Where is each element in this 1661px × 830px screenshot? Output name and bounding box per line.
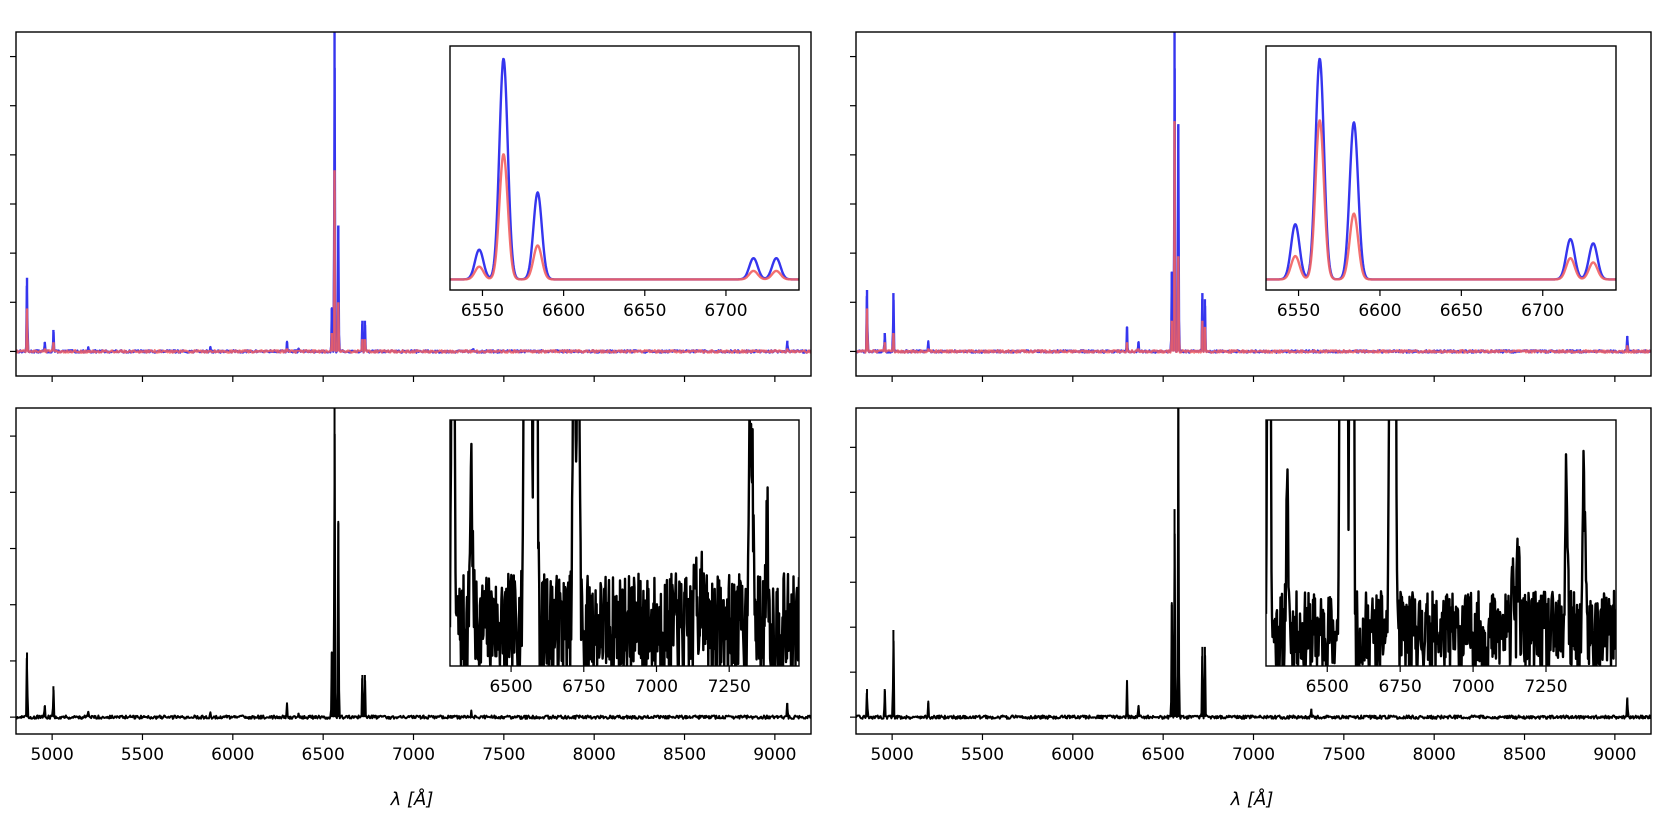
inset-x-tick-label: 6750: [1379, 677, 1422, 697]
inset-x-tick-label: 6650: [623, 301, 666, 321]
x-tick-label: 8000: [573, 745, 616, 765]
inset-x-tick-label: 7000: [635, 677, 678, 697]
inset-x-tick-label: 6700: [1521, 301, 1564, 321]
x-tick-label: 5500: [961, 745, 1004, 765]
x-tick-label: 8500: [1503, 745, 1546, 765]
inset-x-tick-label: 7250: [708, 677, 751, 697]
inset-series-black: [1266, 420, 1616, 666]
x-tick-label: 5000: [31, 745, 74, 765]
x-tick-label: 6000: [1051, 745, 1094, 765]
xlabel-left: λ [Å]: [390, 788, 434, 810]
x-tick-label: 7500: [482, 745, 525, 765]
inset-top-left: 6550 6600 6650 6700: [449, 45, 800, 321]
inset-x-tick-label: 6750: [562, 677, 605, 697]
inset-x-tick-label: 6600: [1358, 301, 1401, 321]
series-red: [856, 147, 1651, 354]
inset-bottom-left: 6500 6750 7000 7250: [449, 419, 800, 697]
x-tick-label: 6000: [211, 745, 254, 765]
panel-top-right: 6550 6600 6650 6700: [850, 31, 1652, 382]
inset-x-tick-label: 7250: [1524, 677, 1567, 697]
inset-x-tick-label: 6500: [489, 677, 532, 697]
x-tick-label: 9000: [753, 745, 796, 765]
inset-x-tick-label: 7000: [1451, 677, 1494, 697]
inset-series-red: [450, 153, 799, 281]
inset-series-black: [450, 420, 799, 666]
inset-x-tick-label: 6500: [1306, 677, 1349, 697]
inset-frame: [449, 419, 800, 667]
inset-x-tick-label: 6550: [461, 301, 504, 321]
inset-frame: [449, 45, 800, 291]
series-black: [856, 408, 1651, 720]
x-tick-label: 8000: [1413, 745, 1456, 765]
x-tick-label: 9000: [1593, 745, 1636, 765]
inset-bottom-right: 6500 6750 7000 7250: [1265, 419, 1617, 697]
panel-bottom-right: 5000 5500 6000 6500 7000 7500 8000 8500 9000 6500…: [850, 407, 1652, 765]
inset-frame: [1265, 419, 1617, 667]
inset-series-red: [1266, 119, 1616, 281]
inset-frame: [1265, 45, 1617, 291]
inset-x-tick-label: 6650: [1440, 301, 1483, 321]
x-tick-label: 5000: [871, 745, 914, 765]
inset-x-tick-label: 6700: [704, 301, 747, 321]
x-tick-label: 7500: [1322, 745, 1365, 765]
x-tick-label: 8500: [663, 745, 706, 765]
x-tick-label: 7000: [1232, 745, 1275, 765]
inset-top-right: 6550 6600 6650 6700: [1265, 45, 1617, 321]
panel-top-left: 6550 6600 6650 6700: [10, 31, 812, 382]
panel-bottom-left: 5000 5500 6000 6500 7000 7500 8000 8500 9000 6500…: [10, 407, 812, 765]
series-red: [16, 190, 811, 354]
x-tick-label: 6500: [1142, 745, 1185, 765]
inset-x-tick-label: 6600: [542, 301, 585, 321]
x-tick-label: 6500: [302, 745, 345, 765]
x-tick-label: 7000: [392, 745, 435, 765]
series-black: [16, 433, 811, 720]
inset-x-tick-label: 6550: [1277, 301, 1320, 321]
panels: 6550 6600 6650 6700 6550 6600 6650 6700 5000 5500…: [10, 31, 1652, 765]
xlabel-right: λ [Å]: [1230, 788, 1274, 810]
x-tick-label: 5500: [121, 745, 164, 765]
